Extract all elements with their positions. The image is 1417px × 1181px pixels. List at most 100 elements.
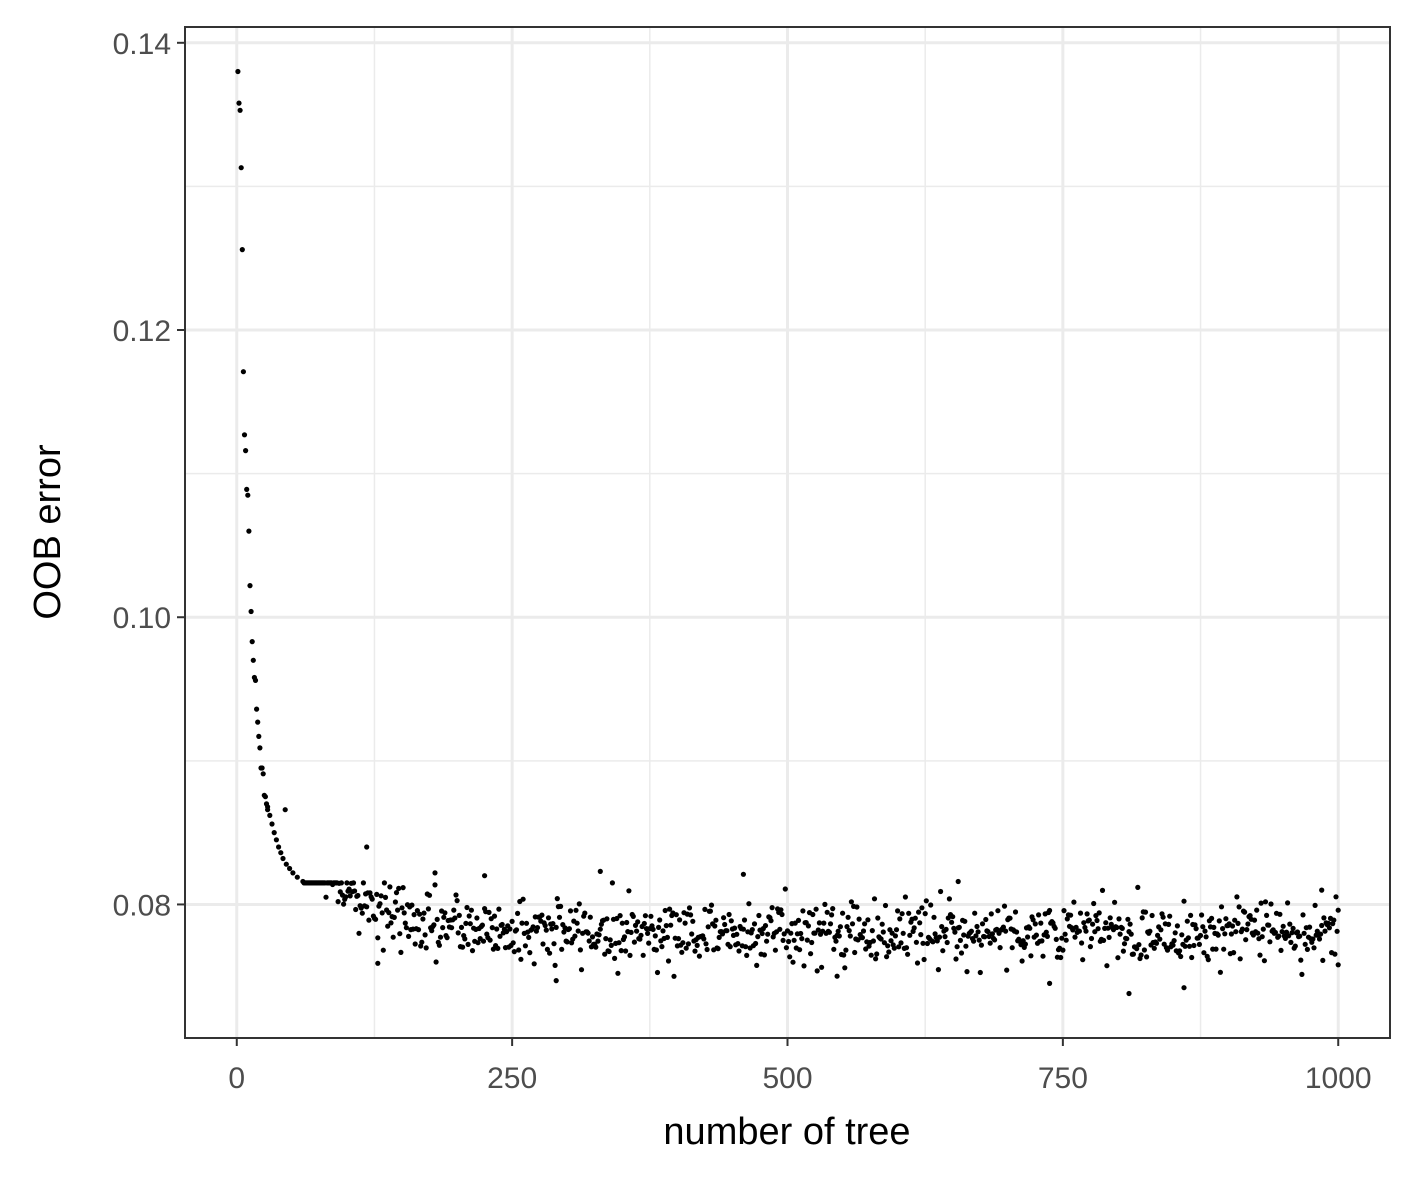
data-point: [689, 931, 695, 937]
data-point: [931, 914, 937, 920]
data-point: [487, 937, 493, 943]
data-point: [553, 978, 559, 984]
data-point: [732, 925, 738, 931]
data-point: [287, 865, 293, 872]
data-point: [692, 948, 698, 954]
data-point: [902, 894, 909, 900]
data-point: [1220, 926, 1226, 932]
data-point: [1191, 942, 1197, 949]
data-point: [973, 933, 979, 939]
data-point: [856, 916, 862, 922]
data-point: [880, 929, 886, 935]
data-point: [518, 956, 524, 962]
data-point: [551, 941, 557, 947]
data-point: [874, 951, 880, 957]
data-point: [454, 898, 460, 904]
data-point: [335, 899, 341, 905]
data-point: [480, 938, 487, 944]
data-point: [642, 913, 649, 919]
data-point: [1158, 927, 1164, 933]
data-point: [833, 938, 839, 944]
data-point: [597, 926, 603, 932]
data-point: [606, 948, 612, 955]
data-point: [764, 938, 770, 944]
data-point: [530, 924, 536, 930]
data-point: [479, 922, 485, 928]
data-point: [545, 915, 552, 921]
data-point: [788, 930, 794, 936]
data-point: [1292, 943, 1298, 949]
data-point: [759, 930, 765, 937]
data-point: [848, 899, 855, 905]
data-point: [694, 942, 700, 949]
data-point: [949, 919, 955, 925]
data-point: [1177, 948, 1183, 954]
data-point: [1259, 934, 1265, 940]
data-point: [640, 952, 646, 958]
data-point: [943, 926, 949, 933]
data-point: [884, 954, 890, 960]
data-point: [660, 928, 666, 934]
data-point: [808, 951, 814, 957]
data-point: [367, 890, 373, 896]
data-point: [728, 918, 734, 924]
data-point: [1094, 917, 1100, 924]
data-point: [1039, 938, 1045, 944]
data-point: [1312, 902, 1318, 909]
data-point: [1189, 954, 1195, 961]
data-point: [1003, 928, 1009, 934]
data-point: [417, 911, 423, 917]
data-point: [516, 947, 522, 953]
data-point: [540, 941, 546, 947]
data-point: [466, 913, 472, 919]
data-point: [561, 929, 567, 935]
data-point: [1121, 941, 1128, 947]
data-point: [1237, 956, 1243, 962]
data-point: [1319, 922, 1325, 929]
data-point: [882, 902, 889, 909]
data-point: [667, 906, 673, 912]
data-point: [696, 953, 703, 959]
data-point: [780, 937, 786, 944]
data-point: [1304, 946, 1310, 953]
data-point: [375, 960, 381, 966]
data-point: [1213, 946, 1219, 952]
data-point: [542, 922, 548, 929]
data-point: [854, 904, 860, 910]
data-point: [1063, 937, 1069, 943]
data-point: [256, 733, 262, 740]
data-point: [616, 940, 622, 946]
data-point: [1007, 915, 1013, 921]
data-point: [868, 952, 874, 958]
data-point: [830, 906, 836, 912]
data-point: [977, 969, 983, 976]
data-point: [888, 938, 894, 944]
data-point: [1059, 935, 1065, 941]
data-point: [922, 911, 928, 917]
data-point: [1232, 917, 1238, 923]
data-point: [849, 921, 856, 927]
data-point: [1086, 917, 1092, 923]
data-point: [259, 765, 265, 771]
data-point: [968, 928, 975, 934]
x-tick-label: 0: [228, 1062, 245, 1095]
data-point: [550, 921, 556, 927]
data-point: [458, 924, 465, 931]
data-point: [1099, 887, 1106, 894]
data-point: [804, 937, 810, 943]
data-point: [1254, 907, 1260, 913]
data-point: [1087, 944, 1093, 950]
data-point: [826, 929, 833, 935]
data-point: [892, 933, 899, 939]
data-point: [648, 913, 654, 919]
data-point: [280, 855, 286, 862]
data-point: [972, 910, 978, 916]
data-point: [891, 945, 897, 951]
data-point: [835, 928, 841, 934]
data-point: [400, 885, 406, 891]
data-point: [1072, 934, 1078, 940]
data-point: [406, 933, 412, 940]
data-point: [578, 967, 585, 973]
data-point: [741, 917, 748, 923]
data-point: [1116, 916, 1122, 922]
